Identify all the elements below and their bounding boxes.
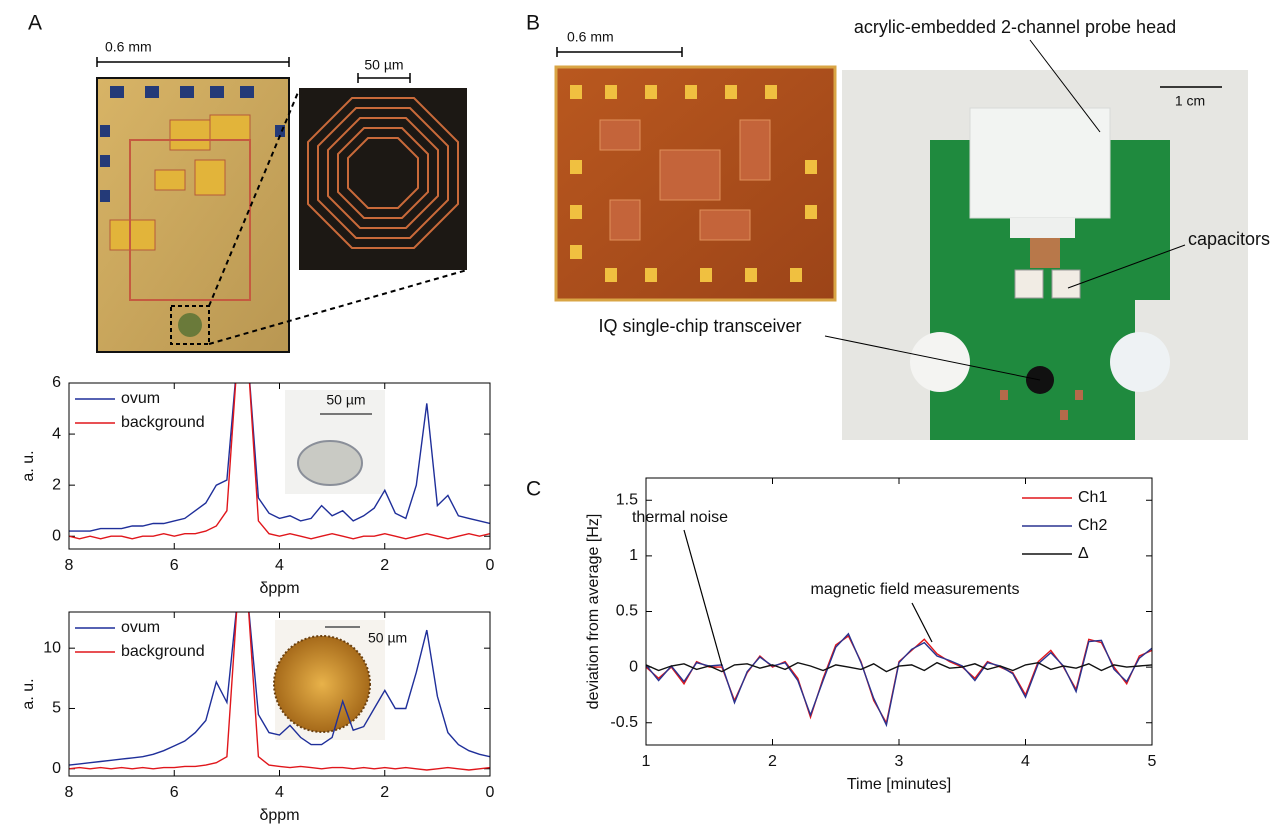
y-tick-label: 0 [52, 527, 61, 544]
scale-bar-label: 0.6 mm [105, 39, 152, 55]
x-tick-label: 6 [170, 784, 179, 801]
series-line [646, 634, 1152, 725]
x-tick-label: 3 [895, 753, 904, 770]
x-tick-label: 2 [380, 557, 389, 574]
y-tick-label: -0.5 [610, 714, 638, 731]
annotation: IQ single-chip transceiver [598, 316, 801, 336]
annotation: capacitors [1188, 229, 1270, 249]
x-tick-label: 2 [768, 753, 777, 770]
legend-label: ovum [121, 619, 160, 636]
scale-bar-label: 50 µm [364, 57, 403, 73]
figure: A B C 0.6 mm 50 µm 50 µm 50 µm [0, 0, 1288, 833]
y-tick-label: 0 [629, 658, 638, 675]
x-tick-label: 0 [486, 557, 495, 574]
y-axis-label: a. u. [20, 678, 37, 709]
scale-bar [97, 57, 289, 67]
y-tick-label: 2 [52, 476, 61, 493]
x-tick-label: 4 [275, 557, 284, 574]
probe-photo [842, 70, 1248, 440]
chip-photo-b [556, 67, 835, 300]
x-tick-label: 0 [486, 784, 495, 801]
x-tick-label: 4 [275, 784, 284, 801]
inset-scale-label: 50 µm [368, 630, 407, 646]
x-axis-label: Time [minutes] [847, 776, 951, 793]
chip-photo-a [97, 78, 289, 352]
y-tick-label: 5 [52, 700, 61, 717]
annotation-leader [912, 603, 932, 642]
scale-bar-label: 0.6 mm [567, 29, 614, 45]
y-tick-label: 4 [52, 425, 61, 442]
x-axis-label: δppm [259, 807, 299, 824]
x-tick-label: 2 [380, 784, 389, 801]
y-tick-label: 0.5 [616, 603, 638, 620]
y-axis-label: deviation from average [Hz] [585, 514, 602, 710]
inset-scale-label: 50 µm [326, 392, 365, 408]
legend-label: Δ [1078, 545, 1089, 562]
x-tick-label: 4 [1021, 753, 1030, 770]
panel-label: B [526, 12, 540, 35]
scale-bar [358, 73, 410, 83]
annotation: acrylic-embedded 2-channel probe head [854, 17, 1176, 37]
series-line [646, 636, 1152, 723]
annotation-leader [684, 530, 722, 666]
x-tick-label: 1 [642, 753, 651, 770]
x-tick-label: 6 [170, 557, 179, 574]
y-tick-label: 6 [52, 374, 61, 391]
x-tick-label: 8 [65, 784, 74, 801]
legend-label: ovum [121, 390, 160, 407]
x-tick-label: 5 [1148, 753, 1157, 770]
y-tick-label: 10 [43, 639, 61, 656]
coil-photo [299, 88, 467, 270]
panel-label: A [28, 12, 42, 35]
legend-label: background [121, 643, 205, 660]
scale-bar [557, 47, 682, 57]
legend-label: background [121, 414, 205, 431]
y-tick-label: 1.5 [616, 491, 638, 508]
legend-label: Ch1 [1078, 489, 1107, 506]
scale-bar-label: 1 cm [1175, 93, 1205, 109]
annotation: magnetic field measurements [811, 581, 1020, 598]
y-tick-label: 1 [629, 547, 638, 564]
x-tick-label: 8 [65, 557, 74, 574]
x-axis-label: δppm [259, 580, 299, 597]
y-axis-label: a. u. [20, 450, 37, 481]
y-tick-label: 0 [52, 760, 61, 777]
legend-label: Ch2 [1078, 517, 1107, 534]
panel-label: C [526, 478, 541, 501]
annotation: thermal noise [632, 509, 728, 526]
